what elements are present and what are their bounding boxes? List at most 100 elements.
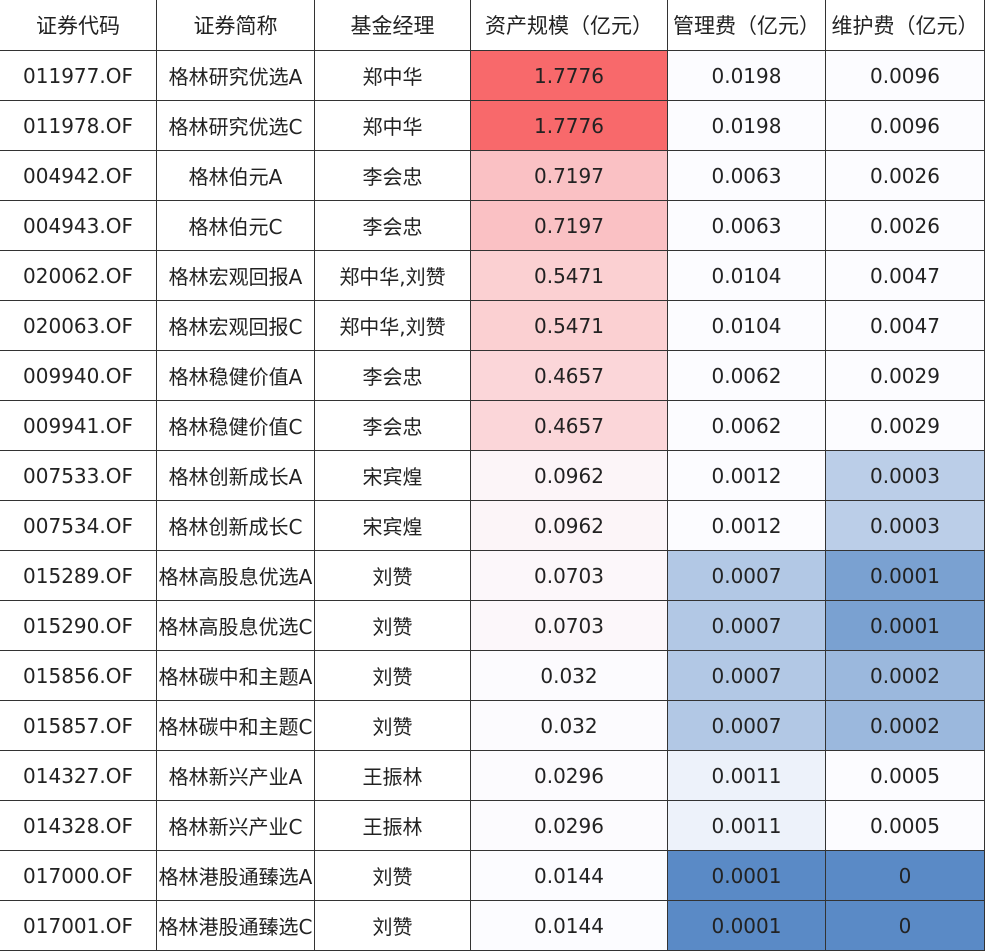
- table-cell: 0.0003: [826, 451, 985, 501]
- cell-text: 0.0005: [870, 813, 940, 838]
- cell-text: 0.0096: [870, 63, 940, 88]
- table-cell: 0.0096: [826, 51, 985, 101]
- table-cell: 李会忠: [315, 351, 471, 401]
- cell-text: 格林高股息优选C: [158, 615, 313, 639]
- cell-text: 009940.OF: [23, 363, 133, 388]
- cell-text: 郑中华,刘赞: [339, 265, 446, 289]
- table-cell: 0.0005: [826, 751, 985, 801]
- table-cell: 刘赞: [315, 851, 471, 901]
- cell-text: 刘赞: [372, 915, 413, 939]
- cell-text: 0.0296: [534, 813, 604, 838]
- table-cell: 0.0062: [668, 351, 826, 401]
- table-cell: 李会忠: [315, 401, 471, 451]
- table-cell: 格林新兴产业C: [157, 801, 315, 851]
- cell-text: 0.0096: [870, 113, 940, 138]
- cell-text: 0.0962: [534, 513, 604, 538]
- cell-text: 0.0002: [870, 663, 940, 688]
- cell-text: 格林碳中和主题C: [158, 715, 313, 739]
- table-cell: 0.0104: [668, 301, 826, 351]
- table-cell: 0.0962: [471, 501, 668, 551]
- table-cell: 017001.OF: [0, 901, 157, 951]
- cell-text: 0.4657: [534, 363, 604, 388]
- table-cell: 1.7776: [471, 51, 668, 101]
- cell-text: 0.0007: [711, 613, 782, 638]
- table-cell: 017000.OF: [0, 851, 157, 901]
- cell-text: 0.0198: [711, 113, 782, 138]
- cell-text: 0.0296: [534, 763, 604, 788]
- cell-text: 维护费（亿元）: [831, 14, 979, 38]
- cell-text: 郑中华,刘赞: [339, 315, 446, 339]
- cell-text: 0.0703: [534, 563, 604, 588]
- cell-text: 0.0007: [711, 713, 782, 738]
- header-cell: 资产规模（亿元）: [471, 0, 668, 51]
- table-cell: 0.0007: [668, 551, 826, 601]
- cell-text: 0.0144: [534, 863, 604, 888]
- table-cell: 王振林: [315, 801, 471, 851]
- table-cell: 0.0026: [826, 201, 985, 251]
- table-cell: 格林宏观回报C: [157, 301, 315, 351]
- table-cell: 刘赞: [315, 901, 471, 951]
- table-cell: 0.0703: [471, 601, 668, 651]
- table-cell: 014328.OF: [0, 801, 157, 851]
- cell-text: 0.032: [540, 663, 598, 688]
- cell-text: 0.0011: [711, 763, 782, 788]
- table-cell: 014327.OF: [0, 751, 157, 801]
- cell-text: 格林研究优选C: [168, 115, 303, 139]
- cell-text: 0.0198: [711, 63, 782, 88]
- table-cell: 007533.OF: [0, 451, 157, 501]
- cell-text: 015857.OF: [23, 713, 133, 738]
- table-cell: 0.0104: [668, 251, 826, 301]
- table-cell: 0.0003: [826, 501, 985, 551]
- cell-text: 格林新兴产业C: [168, 815, 303, 839]
- cell-text: 0.0001: [711, 913, 782, 938]
- cell-text: 0: [898, 863, 912, 888]
- table-cell: 刘赞: [315, 551, 471, 601]
- cell-text: 格林宏观回报A: [168, 265, 303, 289]
- cell-text: 0.0063: [711, 163, 782, 188]
- cell-text: 007533.OF: [23, 463, 133, 488]
- cell-text: 011977.OF: [23, 63, 133, 88]
- table-cell: 0.0001: [826, 551, 985, 601]
- cell-text: 刘赞: [372, 615, 413, 639]
- cell-text: 格林港股通臻选C: [158, 915, 313, 939]
- table-cell: 0: [826, 851, 985, 901]
- cell-text: 格林研究优选A: [168, 65, 303, 89]
- header-cell: 管理费（亿元）: [668, 0, 826, 51]
- table-cell: 0.0029: [826, 401, 985, 451]
- cell-text: 刘赞: [372, 565, 413, 589]
- table-cell: 0.0012: [668, 501, 826, 551]
- table-cell: 刘赞: [315, 601, 471, 651]
- table-cell: 0.0001: [826, 601, 985, 651]
- header-cell: 证券代码: [0, 0, 157, 51]
- cell-text: 015856.OF: [23, 663, 133, 688]
- cell-text: 0.0001: [870, 563, 940, 588]
- cell-text: 015290.OF: [23, 613, 133, 638]
- table-cell: 0.0001: [668, 851, 826, 901]
- cell-text: 015289.OF: [23, 563, 133, 588]
- cell-text: 格林高股息优选A: [158, 565, 313, 589]
- table-cell: 0.032: [471, 701, 668, 751]
- cell-text: 格林宏观回报C: [168, 315, 303, 339]
- cell-text: 宋宾煌: [362, 515, 423, 539]
- table-cell: 009941.OF: [0, 401, 157, 451]
- table-cell: 0.0198: [668, 101, 826, 151]
- table-cell: 015289.OF: [0, 551, 157, 601]
- cell-text: 0.0062: [711, 413, 782, 438]
- table-cell: 格林创新成长C: [157, 501, 315, 551]
- table-cell: 0.0011: [668, 801, 826, 851]
- table-cell: 格林高股息优选A: [157, 551, 315, 601]
- cell-text: 0.0012: [711, 463, 782, 488]
- table-cell: 1.7776: [471, 101, 668, 151]
- cell-text: 0.0007: [711, 663, 782, 688]
- table-cell: 004942.OF: [0, 151, 157, 201]
- cell-text: 0.0703: [534, 613, 604, 638]
- table-cell: 格林港股通臻选A: [157, 851, 315, 901]
- table-cell: 王振林: [315, 751, 471, 801]
- cell-text: 格林稳健价值C: [168, 415, 303, 439]
- table-cell: 0.0002: [826, 701, 985, 751]
- cell-text: 1.7776: [534, 113, 604, 138]
- table-cell: 020063.OF: [0, 301, 157, 351]
- cell-text: 0.0002: [870, 713, 940, 738]
- cell-text: 011978.OF: [23, 113, 133, 138]
